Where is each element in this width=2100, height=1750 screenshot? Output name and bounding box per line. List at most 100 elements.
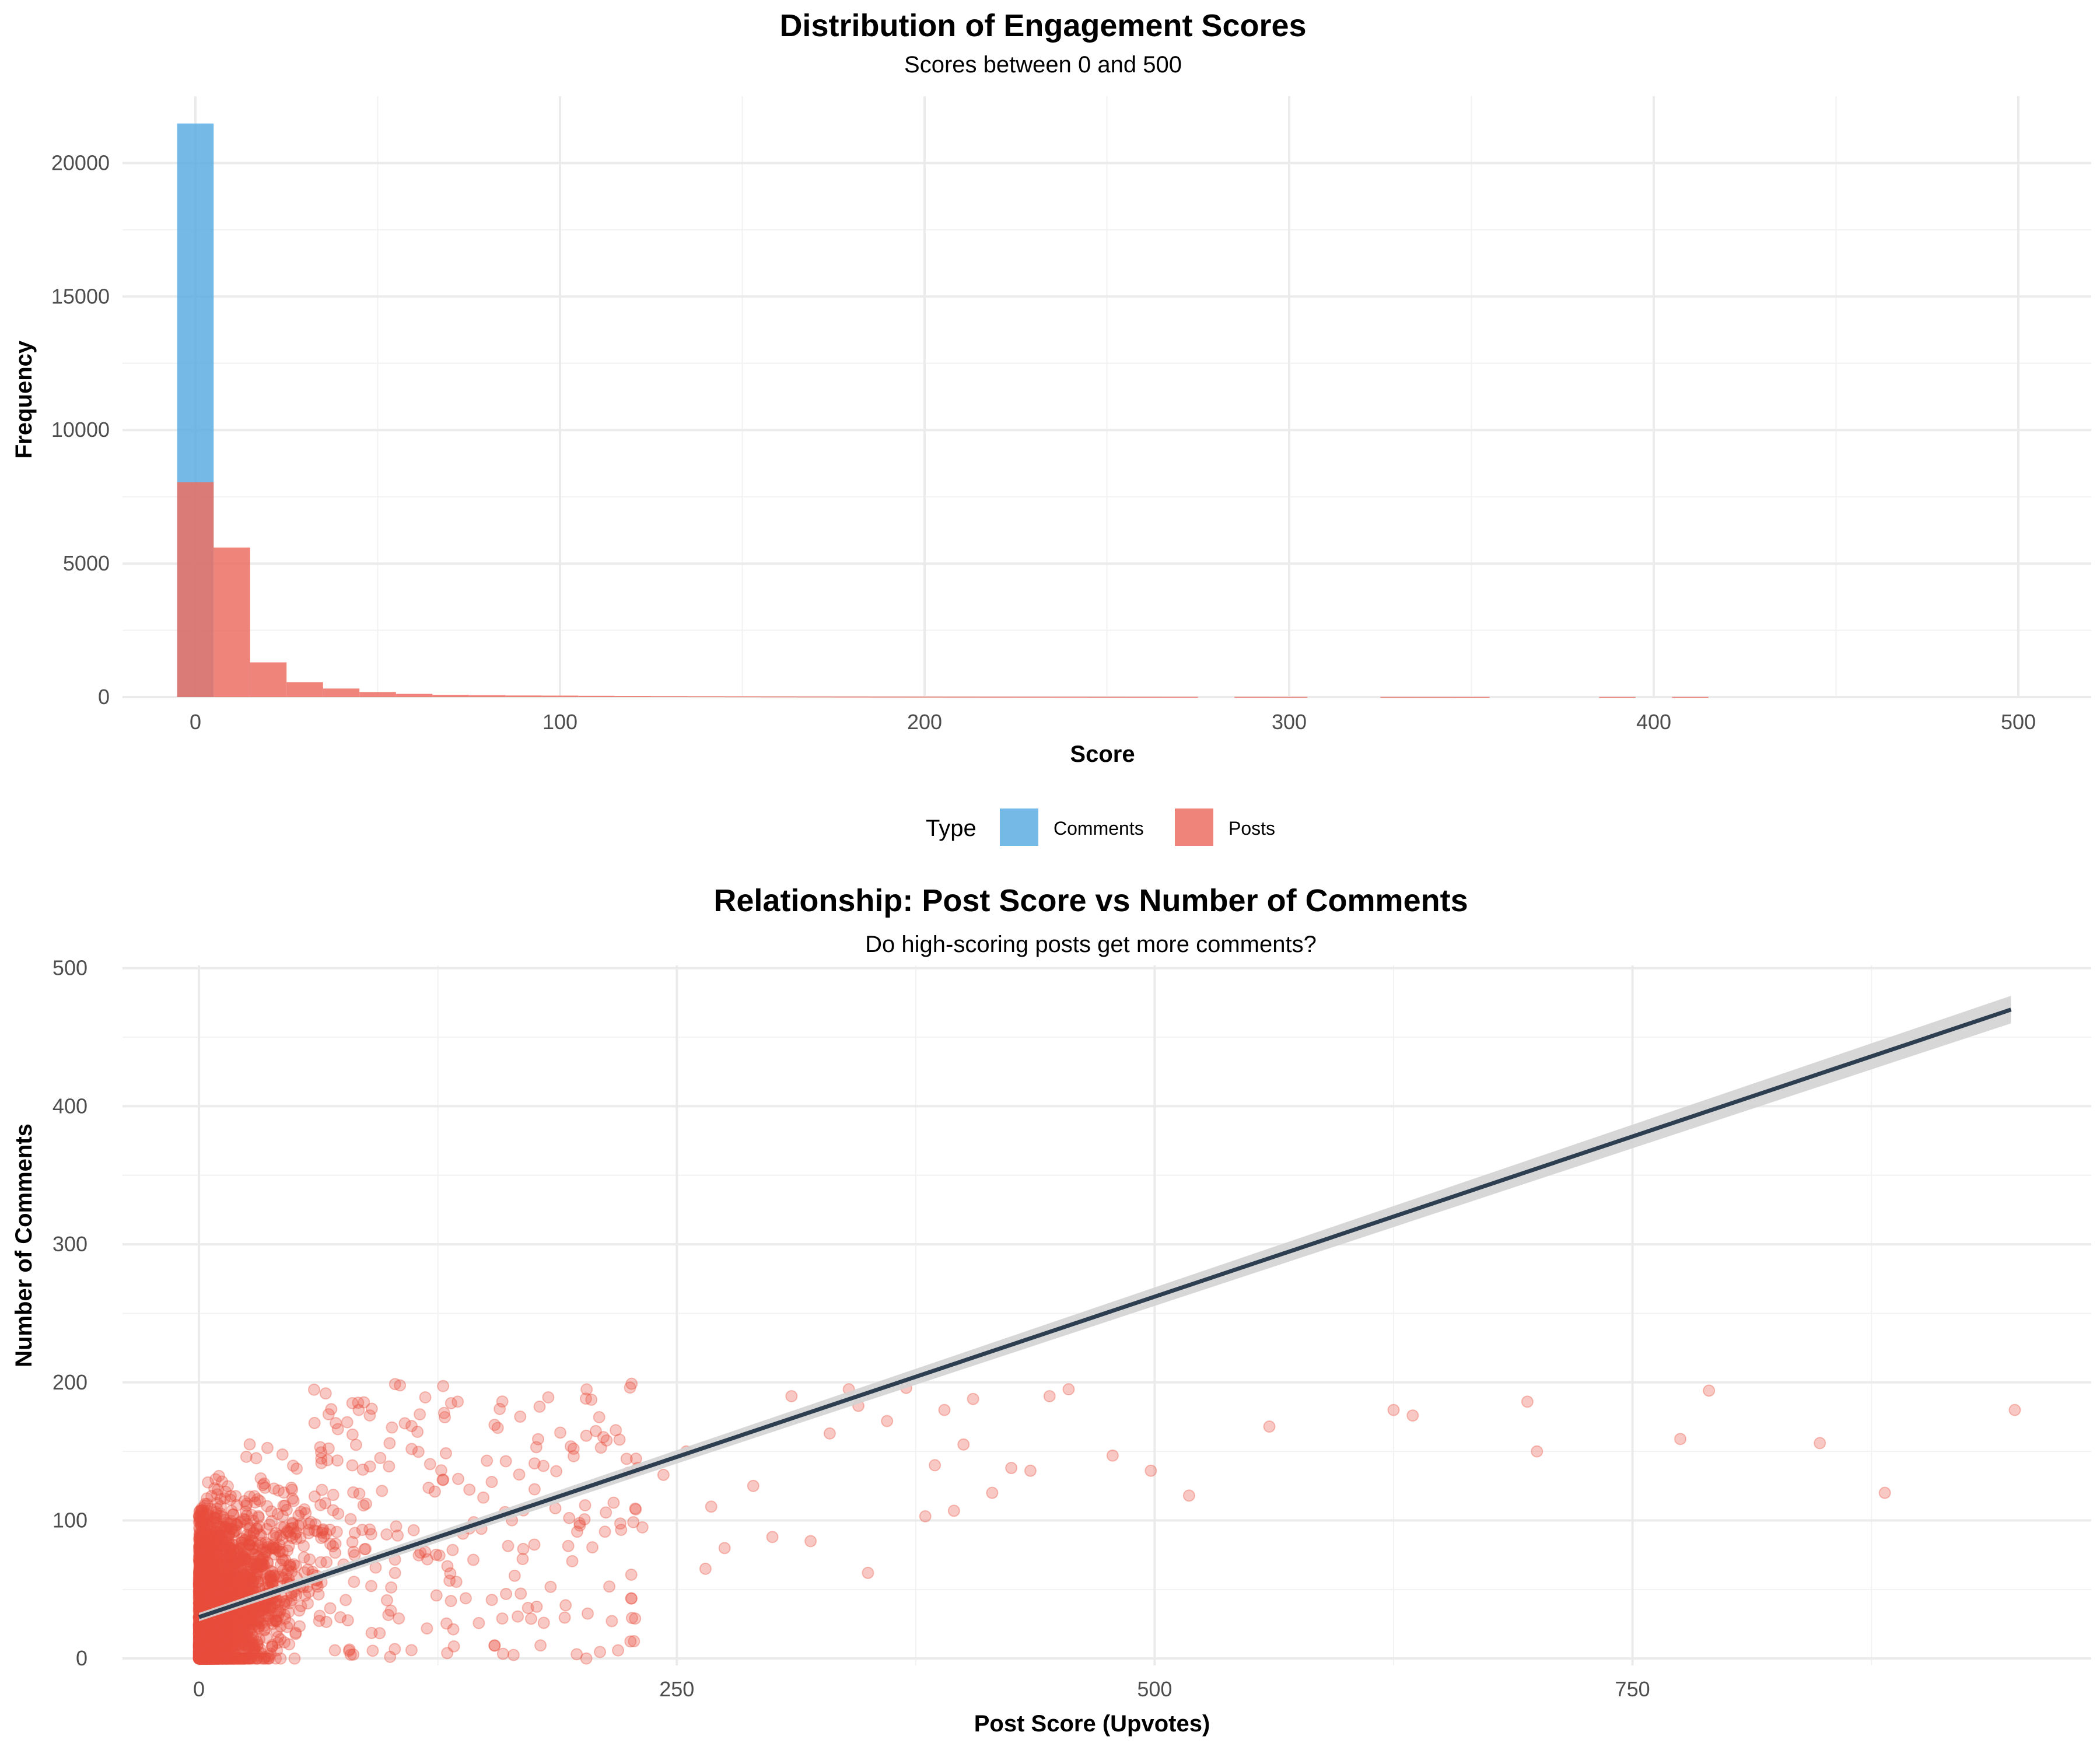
- scatter-point: [205, 1652, 218, 1665]
- scatter-point: [208, 1622, 220, 1634]
- histogram-subtitle: Scores between 0 and 500: [904, 52, 1182, 78]
- scatter-point: [231, 1545, 244, 1558]
- scatter-point: [194, 1641, 206, 1654]
- scatter-point: [344, 1513, 357, 1525]
- scatter-point: [363, 1409, 376, 1422]
- scatter-point: [266, 1601, 279, 1614]
- scatter-point: [341, 1416, 354, 1429]
- scatter-point: [201, 1619, 214, 1632]
- scatter-point: [222, 1578, 235, 1591]
- scatter-point: [254, 1494, 267, 1507]
- scatter-point: [216, 1633, 229, 1646]
- scatter-point: [303, 1524, 316, 1536]
- scatter-point: [224, 1575, 237, 1588]
- scatter-point: [217, 1511, 230, 1524]
- scatter-point: [629, 1612, 642, 1625]
- scatter-point: [388, 1378, 401, 1391]
- scatter-point: [196, 1649, 209, 1662]
- scatter-point: [314, 1499, 327, 1511]
- scatter-point: [233, 1579, 246, 1592]
- scatter-point: [209, 1640, 222, 1653]
- scatter-point: [200, 1576, 213, 1588]
- bar-posts: [1125, 696, 1162, 698]
- scatter-point: [201, 1652, 214, 1665]
- y-tick-label: 15000: [51, 284, 110, 308]
- scatter-point: [274, 1529, 287, 1542]
- scatter-point: [202, 1639, 215, 1651]
- histogram-x-axis-title: Score: [1070, 741, 1135, 767]
- scatter-point: [967, 1392, 979, 1405]
- scatter-point: [195, 1652, 208, 1665]
- scatter-point: [598, 1525, 611, 1538]
- scatter-point: [316, 1526, 328, 1539]
- legend: Type Comments Posts: [926, 808, 1275, 846]
- scatter-point: [289, 1560, 302, 1573]
- scatter-point: [1674, 1433, 1687, 1446]
- scatter-point: [200, 1640, 212, 1653]
- scatter-point: [209, 1569, 222, 1581]
- bar-posts: [1599, 696, 1636, 698]
- scatter-point: [315, 1452, 328, 1465]
- scatter-point: [393, 1612, 405, 1625]
- scatter-point: [195, 1567, 208, 1580]
- x-tick-label: 100: [542, 710, 578, 734]
- scatter-point: [212, 1619, 225, 1632]
- scatter-x-axis-title: Post Score (Upvotes): [974, 1711, 1210, 1737]
- scatter-point: [195, 1652, 208, 1665]
- legend-label-comments: Comments: [1054, 818, 1144, 839]
- scatter-point: [213, 1652, 226, 1665]
- scatter-point: [346, 1535, 359, 1548]
- scatter-point: [234, 1620, 247, 1633]
- scatter-point: [228, 1631, 241, 1644]
- scatter-point: [225, 1637, 238, 1650]
- scatter-point: [211, 1534, 224, 1546]
- scatter-point: [200, 1652, 213, 1665]
- scatter-point: [202, 1597, 215, 1610]
- scatter-point: [194, 1652, 206, 1665]
- scatter-point: [253, 1520, 265, 1532]
- scatter-point: [192, 1652, 205, 1665]
- scatter-point: [262, 1652, 275, 1665]
- scatter-point: [204, 1652, 217, 1665]
- scatter-point: [636, 1521, 649, 1534]
- scatter-point: [202, 1559, 215, 1572]
- scatter-gridlines: [123, 965, 2091, 1665]
- scatter-point: [315, 1532, 328, 1545]
- scatter-point: [239, 1608, 251, 1621]
- scatter-point: [192, 1580, 205, 1592]
- x-tick-label: 500: [2001, 710, 2036, 734]
- scatter-point: [512, 1610, 524, 1623]
- scatter-point: [537, 1460, 550, 1472]
- scatter-point: [208, 1555, 221, 1567]
- histogram-bars: [177, 123, 1709, 698]
- bar-posts: [1234, 696, 1271, 698]
- scatter-point: [1878, 1486, 1891, 1499]
- scatter-point: [405, 1644, 418, 1657]
- scatter-point: [1106, 1449, 1119, 1462]
- scatter-point: [194, 1562, 206, 1575]
- scatter-point: [220, 1652, 233, 1665]
- x-tick-label: 300: [1272, 710, 1307, 734]
- scatter-point: [219, 1640, 232, 1653]
- scatter-point: [705, 1500, 718, 1513]
- scatter-point: [276, 1510, 289, 1522]
- scatter-point: [219, 1634, 232, 1647]
- scatter-point: [204, 1557, 217, 1570]
- scatter-point: [467, 1553, 480, 1566]
- scatter-point: [222, 1622, 235, 1635]
- scatter-point: [204, 1652, 216, 1665]
- scatter-point: [385, 1581, 398, 1594]
- scatter-point: [207, 1584, 220, 1597]
- scatter-point: [236, 1536, 249, 1549]
- scatter-point: [201, 1618, 214, 1631]
- scatter-point: [957, 1438, 970, 1451]
- scatter-point: [197, 1585, 209, 1598]
- scatter-point: [1703, 1384, 1716, 1397]
- scatter-point: [214, 1510, 227, 1522]
- scatter-point: [242, 1642, 254, 1654]
- scatter-point: [198, 1580, 211, 1592]
- scatter-point: [194, 1652, 207, 1665]
- scatter-point: [202, 1476, 215, 1489]
- scatter-point: [270, 1531, 283, 1544]
- scatter-point: [232, 1652, 244, 1665]
